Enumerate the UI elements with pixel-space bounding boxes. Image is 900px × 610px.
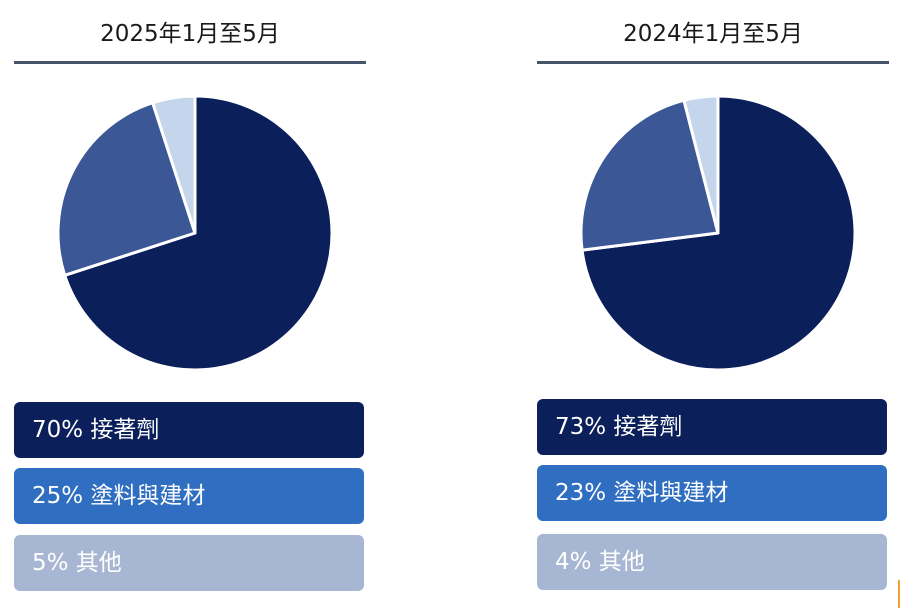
title-underline-2025 (14, 61, 366, 64)
title-underline-2024 (537, 61, 889, 64)
legend-item-adhesive-2025: 70% 接著劑 (14, 402, 364, 458)
legend-item-adhesive-2024: 73% 接著劑 (537, 399, 887, 455)
pie-chart-2024 (579, 94, 857, 372)
chart-title-2025: 2025年1月至5月 (100, 21, 280, 47)
pie-chart-2025 (56, 94, 334, 372)
chart-panel-2024: 2024年1月至5月 73% 接著劑 23% 塗料與建材 4% 其他 (537, 0, 889, 610)
legend-item-coatings-2025: 25% 塗料與建材 (14, 468, 364, 524)
pie-slice-other-2024 (682, 94, 720, 235)
chart-panel-2025: 2025年1月至5月 70% 接著劑 25% 塗料與建材 5% 其他 (14, 0, 366, 610)
pie-slice-adhesive-2025 (63, 94, 334, 372)
legend-item-other-2025: 5% 其他 (14, 535, 364, 591)
legend-item-other-2024: 4% 其他 (537, 534, 887, 590)
pie-slice-other-2025 (151, 94, 197, 235)
pie-slice-coatings-2024 (579, 98, 720, 252)
chart-title-2024: 2024年1月至5月 (623, 21, 803, 47)
pie-slice-coatings-2025 (56, 101, 197, 277)
legend-item-coatings-2024: 23% 塗料與建材 (537, 465, 887, 521)
corner-accent-mark (898, 580, 900, 608)
